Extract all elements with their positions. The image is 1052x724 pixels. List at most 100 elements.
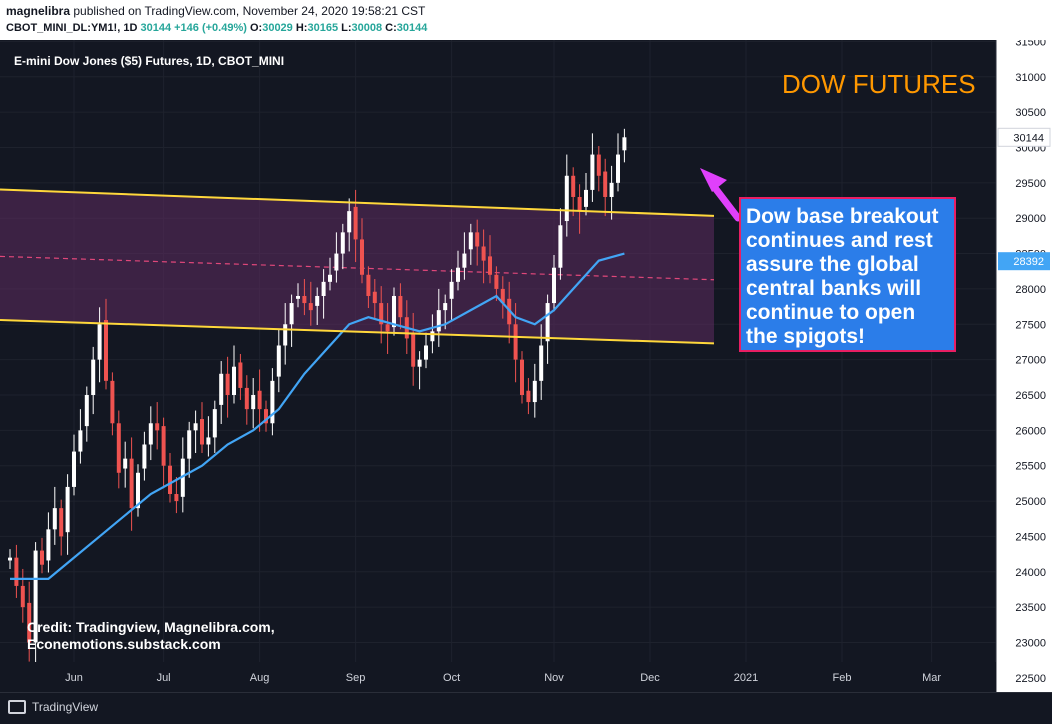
candle (264, 400, 268, 432)
candle (436, 288, 441, 347)
candle (622, 128, 627, 163)
candle (129, 437, 134, 531)
candle-body (72, 451, 76, 487)
high-value: 30165 (307, 22, 339, 34)
time-axis (0, 662, 996, 692)
y-tick-label: 25000 (1015, 496, 1046, 508)
close-label: C: (385, 22, 397, 34)
low-label: L: (341, 22, 352, 34)
publisher-name[interactable]: magnelibra (6, 4, 71, 18)
x-tick-label: Jul (157, 672, 171, 684)
x-tick-label: Nov (544, 672, 564, 684)
candle-body (622, 137, 627, 151)
candle (225, 356, 230, 418)
candle-body (148, 423, 153, 445)
candle-body (296, 295, 300, 299)
published-text: published on TradingView.com, November 2… (73, 4, 426, 18)
ma-price-tag (998, 252, 1050, 271)
candle (340, 223, 345, 270)
y-tick-label: 31500 (1015, 40, 1046, 48)
footer-bar: TradingView (0, 692, 1052, 724)
candle (564, 154, 569, 237)
candle (8, 549, 12, 569)
candle (27, 581, 32, 662)
candle-body (609, 182, 614, 197)
price-chart[interactable]: 22500 23000 23500 24000 24500 25000 25500 26000… (0, 40, 1052, 692)
candle-body (155, 423, 160, 431)
y-tick-label: 24500 (1015, 531, 1046, 543)
candle-body (123, 458, 128, 469)
x-tick-label: Feb (833, 672, 852, 684)
candle-body (347, 211, 352, 233)
y-tick-label: 25500 (1015, 461, 1046, 473)
candle (72, 434, 76, 496)
moving-average-line (10, 252, 625, 580)
candle (161, 417, 166, 489)
y-tick-label: 29500 (1015, 178, 1046, 190)
candle (257, 369, 262, 432)
symbol-label[interactable]: CBOT_MINI_DL:YM1!, 1D (6, 22, 138, 34)
candle-body (500, 288, 505, 304)
last-price: 30144 (140, 22, 172, 34)
candle (488, 235, 492, 284)
candle-body (251, 394, 256, 410)
candle-body (78, 430, 83, 452)
candle-body (110, 380, 115, 424)
candle-body (494, 274, 499, 289)
candle (302, 279, 307, 316)
annotation-line: assure the global (746, 253, 919, 276)
candle (526, 378, 531, 415)
candle (321, 269, 326, 319)
candle (596, 146, 601, 192)
candle-body (360, 239, 364, 275)
candle-body (552, 267, 556, 304)
candle-body (232, 366, 236, 395)
candle (475, 219, 480, 266)
candle-body (161, 426, 166, 466)
candle-body (411, 334, 416, 367)
candle-body (372, 291, 377, 304)
candle-body (225, 373, 230, 395)
candle-body (462, 253, 467, 268)
x-tick-label: Sep (346, 672, 366, 684)
candle-body (91, 359, 96, 395)
candle (104, 298, 108, 390)
candle (59, 499, 64, 556)
candle (520, 351, 524, 404)
candle-body (424, 345, 428, 360)
y-tick-label: 28000 (1015, 284, 1046, 296)
annotation-line: continue to open (746, 301, 915, 324)
candle (584, 172, 588, 216)
candle (347, 198, 352, 252)
tradingview-logo[interactable]: TradingView (8, 700, 98, 714)
annotation-line: continues and rest (746, 229, 933, 252)
candle (40, 537, 44, 574)
candle (609, 165, 614, 220)
candle-body (238, 362, 243, 388)
candle (462, 232, 467, 280)
candle (276, 328, 281, 393)
plot-area (0, 40, 996, 692)
candle (78, 409, 83, 464)
y-tick-label: 23000 (1015, 637, 1046, 649)
candle (52, 486, 57, 545)
candle (84, 386, 89, 442)
candle-body (283, 324, 288, 346)
candle-body (539, 345, 544, 381)
candle-body (33, 550, 38, 643)
candle (315, 287, 320, 325)
publish-header: magnelibra published on TradingView.com,… (0, 0, 1052, 40)
y-tick-label: 23500 (1015, 602, 1046, 614)
candle (366, 266, 371, 309)
candle (251, 378, 256, 429)
high-label: H: (295, 22, 308, 34)
candle-body (20, 585, 25, 608)
candle-body (65, 486, 70, 533)
annotation-arrow-shaft (708, 180, 742, 222)
candle (283, 303, 288, 365)
candle (424, 332, 428, 369)
candle-body (264, 409, 268, 424)
candle-body (328, 274, 332, 282)
credit-line: Econemotions.substack.com (27, 636, 221, 652)
candle-body (321, 281, 326, 296)
